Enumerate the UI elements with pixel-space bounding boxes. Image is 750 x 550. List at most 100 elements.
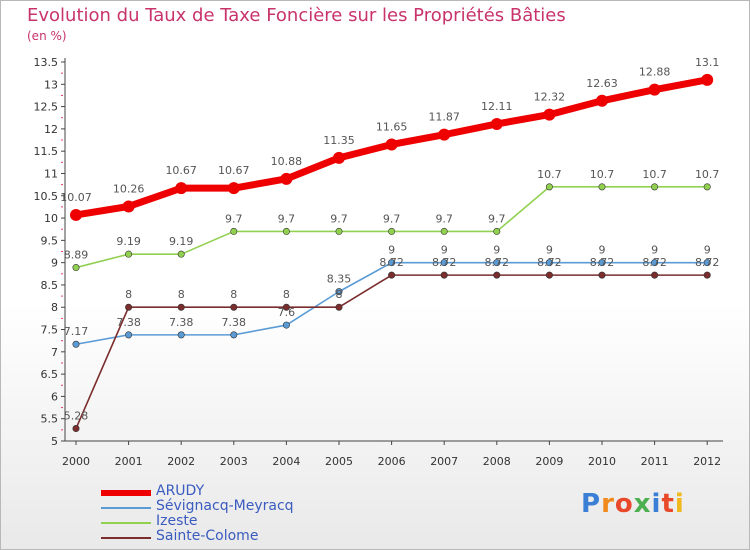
data-label: 8.72 [379,256,404,269]
data-point [440,259,448,267]
data-label: 8.72 [695,256,720,269]
x-tick-label: 2005 [325,455,353,468]
logo-letter: t [661,489,675,519]
series-line [75,274,709,430]
data-label: 8.72 [642,256,667,269]
data-point [125,303,133,311]
proxiti-logo: Proxiti [581,489,685,519]
x-tick-label: 2008 [483,455,511,468]
data-point [388,271,396,279]
data-label: 11.65 [376,120,408,133]
legend-item-sevignacq: Sévignacq-Meyracq [101,498,361,515]
data-label: 8.72 [432,256,457,269]
data-label: 7.17 [64,325,89,338]
data-point [122,200,135,213]
data-point [280,172,293,185]
data-point [70,208,82,221]
data-point [493,271,501,279]
logo-letter: o [614,489,634,519]
logo-letter: x [633,489,652,519]
legend-swatch-sevignacq [101,507,151,509]
y-tick-label: 8 [51,301,58,314]
data-point [651,259,659,267]
data-label: 9 [493,244,500,257]
data-label: 9.7 [435,212,453,225]
data-label: 10.67 [165,164,197,177]
data-label: 12.11 [481,100,513,113]
data-label: 10.7 [695,168,720,181]
data-point [598,259,606,267]
data-label: 10.07 [60,191,92,204]
x-tick-label: 2012 [693,455,721,468]
data-label: 9.7 [488,212,506,225]
x-tick-label: 2004 [272,455,300,468]
x-tick-label: 2002 [167,455,195,468]
data-label: 10.26 [113,182,145,195]
data-point [701,73,714,86]
data-point [227,182,240,195]
data-label: 5.28 [64,410,89,423]
data-point [651,271,659,279]
data-point [545,183,553,191]
data-point [385,138,398,151]
y-tick-label: 5 [51,435,58,448]
logo-letter: i [674,489,685,519]
data-label: 7.38 [169,316,194,329]
data-label: 10.7 [642,168,667,181]
legend-item-izeste: Izeste [101,513,361,530]
data-point [545,259,553,267]
data-label: 9.7 [330,212,348,225]
y-tick-label: 12.5 [34,101,59,114]
data-point [598,183,606,191]
data-label: 9.7 [225,212,243,225]
legend-label-sainte-colome: Sainte-Colome [156,528,259,544]
data-label: 13.1 [695,56,720,69]
y-tick-label: 10.5 [34,190,59,203]
data-point [177,250,185,258]
data-label: 12.63 [586,77,618,90]
legend-item-sainte-colome: Sainte-Colome [101,528,361,545]
data-label: 8 [336,288,343,301]
data-point [333,151,345,164]
data-point [596,94,608,107]
data-point [440,271,448,279]
data-point [177,303,185,311]
data-point [125,250,133,258]
x-tick-label: 2006 [378,455,406,468]
data-point [72,425,80,433]
x-tick-label: 2009 [535,455,563,468]
logo-letter: P [581,489,602,519]
logo-letter: r [601,489,615,519]
data-label: 9 [441,244,448,257]
y-tick-label: 9 [51,257,58,270]
legend-swatch-izeste [101,522,151,524]
legend-label-arudy: ARUDY [156,483,205,499]
data-point [703,183,711,191]
data-label: 12.88 [639,66,671,79]
data-label: 11.35 [323,134,355,147]
legend: ARUDY Sévignacq-Meyracq Izeste Sainte-Co… [101,483,361,545]
data-point [598,271,606,279]
x-tick-label: 2010 [588,455,616,468]
y-tick-label: 9.5 [41,234,59,247]
data-label: 10.88 [271,155,303,168]
y-tick-label: 6.5 [41,368,59,381]
data-label: 8.72 [485,256,510,269]
legend-swatch-sainte-colome [101,537,151,539]
data-label: 11.87 [428,111,460,124]
x-tick-label: 2003 [220,455,248,468]
y-tick-label: 11 [44,167,58,180]
data-label: 9.7 [278,212,296,225]
data-label: 8.35 [327,273,352,286]
data-point [703,271,711,279]
data-point [543,108,556,121]
unit-label: (en %) [27,29,67,43]
data-point [282,321,290,329]
legend-item-arudy: ARUDY [101,483,361,500]
data-point [493,227,501,235]
y-tick-label: 13.5 [34,56,59,69]
data-point [648,83,661,96]
data-label: 8 [283,288,290,301]
